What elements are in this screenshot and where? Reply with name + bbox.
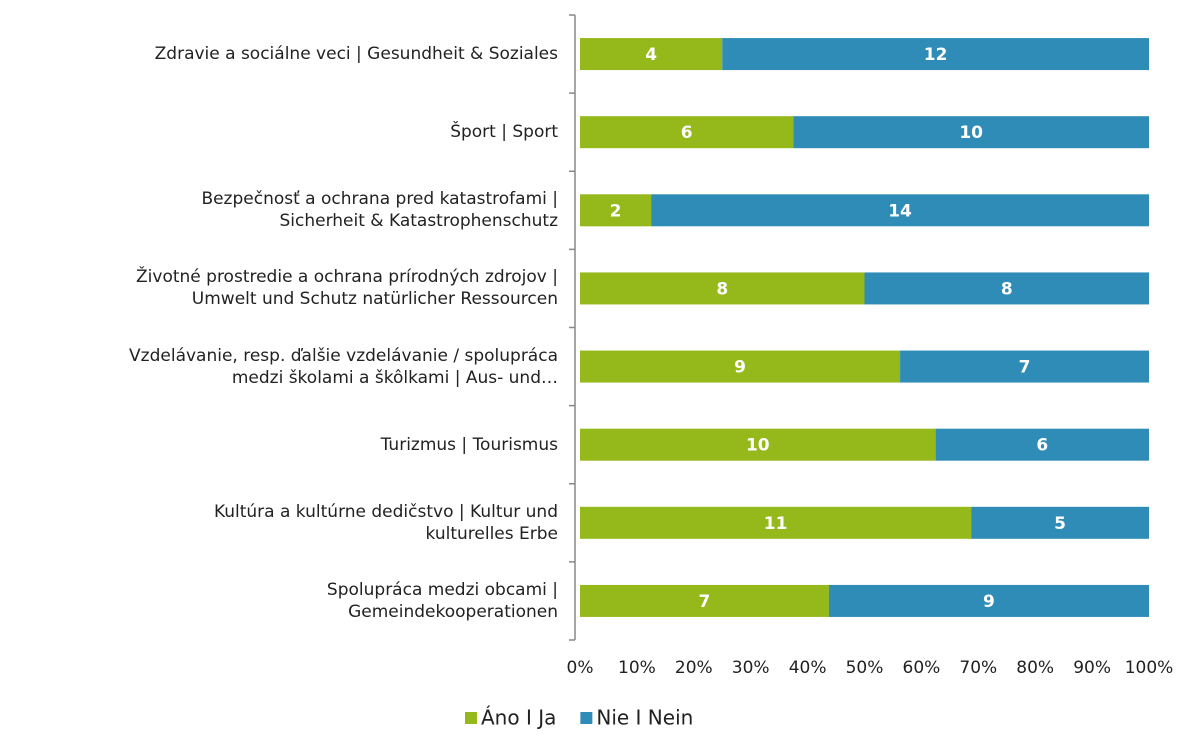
legend-swatch bbox=[465, 712, 477, 724]
legend-swatch bbox=[580, 712, 593, 724]
data-label: 8 bbox=[716, 279, 728, 299]
data-label: 10 bbox=[746, 436, 770, 456]
data-label: 9 bbox=[734, 358, 746, 378]
data-label: 5 bbox=[1054, 514, 1066, 534]
bar-segment bbox=[971, 506, 1149, 539]
category-label: Šport | Sport bbox=[450, 122, 558, 143]
data-label: 7 bbox=[1019, 358, 1031, 378]
bar-segment bbox=[580, 116, 794, 149]
bar-segment bbox=[900, 350, 1149, 383]
data-label: 2 bbox=[610, 201, 622, 221]
data-label: 6 bbox=[681, 123, 693, 143]
x-tick-label: 30% bbox=[732, 658, 770, 678]
bar-segment bbox=[722, 38, 1149, 71]
data-label: 4 bbox=[645, 45, 657, 65]
data-label: 7 bbox=[699, 592, 711, 612]
bar-segment bbox=[935, 428, 1149, 461]
category-label: Kultúra a kultúrne dedičstvo | Kultur un… bbox=[213, 501, 558, 544]
x-tick-label: 60% bbox=[903, 658, 941, 678]
category-label: Zdravie a sociálne veci | Gesundheit & S… bbox=[154, 44, 558, 65]
bar-segment bbox=[864, 272, 1149, 305]
bar-segment bbox=[580, 428, 936, 461]
data-label: 8 bbox=[1001, 279, 1013, 299]
bar-segment bbox=[580, 584, 829, 617]
bar-segment bbox=[580, 350, 901, 383]
bar-segment bbox=[828, 584, 1149, 617]
x-tick-label: 90% bbox=[1073, 658, 1111, 678]
bar-segment bbox=[651, 194, 1149, 227]
bar-segment bbox=[580, 38, 723, 71]
category-label: Vzdelávanie, resp. ďalšie vzdelávanie / … bbox=[129, 345, 558, 388]
bar-segment bbox=[580, 506, 972, 539]
x-tick-label: 10% bbox=[618, 658, 656, 678]
category-label: Spolupráca medzi obcami | Gemeindekooper… bbox=[326, 579, 558, 622]
category-label: Turizmus | Tourismus bbox=[380, 434, 558, 455]
x-tick-label: 20% bbox=[675, 658, 713, 678]
legend-label: Nie I Nein bbox=[596, 706, 693, 730]
data-label: 9 bbox=[983, 592, 995, 612]
bar-segment bbox=[580, 194, 652, 227]
bar-segment bbox=[793, 116, 1149, 149]
category-label: Bezpečnosť a ochrana pred katastrofami |… bbox=[201, 189, 558, 232]
x-tick-label: 50% bbox=[846, 658, 884, 678]
x-tick-label: 70% bbox=[959, 658, 997, 678]
data-label: 6 bbox=[1036, 436, 1048, 456]
x-tick-label: 40% bbox=[789, 658, 827, 678]
x-tick-label: 0% bbox=[567, 658, 594, 678]
category-label: Životné prostredie a ochrana prírodných … bbox=[136, 267, 558, 310]
data-label: 14 bbox=[888, 201, 912, 221]
x-tick-label: 100% bbox=[1125, 658, 1174, 678]
data-label: 11 bbox=[764, 514, 788, 534]
legend-label: Áno I Ja bbox=[481, 706, 556, 730]
x-tick-label: 80% bbox=[1016, 658, 1054, 678]
bar-segment bbox=[580, 272, 865, 305]
data-label: 12 bbox=[924, 45, 948, 65]
data-label: 10 bbox=[959, 123, 983, 143]
